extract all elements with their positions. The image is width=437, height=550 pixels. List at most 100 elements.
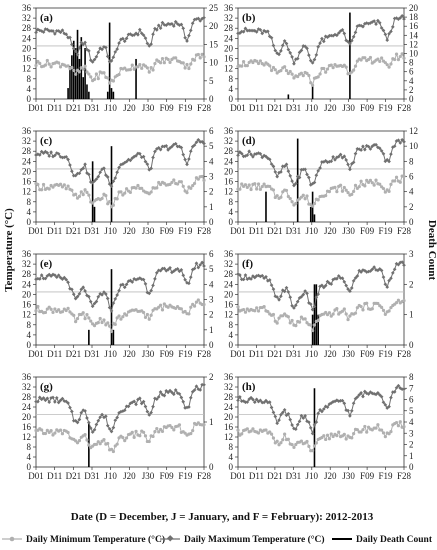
series-min-point <box>243 310 248 314</box>
series-min-point <box>183 431 187 435</box>
series-min-point <box>292 76 296 80</box>
series-min-point <box>123 66 127 70</box>
series-min-point <box>394 52 399 56</box>
x-tick-label: F28 <box>197 103 212 113</box>
series-min-point <box>51 185 55 189</box>
series-max-point <box>346 287 350 291</box>
series-min-point <box>191 429 195 433</box>
series-max-point <box>275 421 280 426</box>
series-max-point <box>329 159 334 164</box>
series-max-point <box>179 22 184 27</box>
y-left-tick-label: 16 <box>224 422 234 432</box>
y-left-tick-label: 24 <box>224 156 234 166</box>
series-max-point <box>90 60 95 64</box>
series-min-point <box>238 187 242 191</box>
series-min-point <box>183 66 187 70</box>
series-max-point <box>258 151 263 156</box>
series-max-point <box>353 151 358 156</box>
series-min-point <box>337 430 341 434</box>
series-min-point <box>344 437 348 441</box>
series-min-point <box>284 188 289 193</box>
series-min-point <box>325 67 330 71</box>
series-max-point <box>342 154 347 159</box>
series-min-point <box>158 61 163 65</box>
series-min-point <box>130 430 134 434</box>
x-tick-label: J20 <box>123 349 136 359</box>
panel-label: (a) <box>40 12 53 24</box>
series-min-point <box>125 313 129 317</box>
series-max-point <box>321 285 326 290</box>
series-max-point <box>113 176 118 180</box>
series-min-point <box>157 430 161 434</box>
series-min-point <box>368 55 373 60</box>
series-min-point <box>286 194 290 199</box>
series-min-point <box>366 180 371 185</box>
series-max-point <box>243 26 248 31</box>
y-right-tick-label: 8 <box>409 156 414 166</box>
series-min-point <box>170 425 174 430</box>
series-min-point <box>275 194 279 198</box>
series-min-point <box>402 56 406 60</box>
series-min-point <box>149 190 153 194</box>
series-max-point <box>51 395 55 400</box>
series-min-point <box>305 71 309 75</box>
series-min-point <box>85 438 89 442</box>
series-min-point <box>43 431 48 436</box>
x-tick-label: F28 <box>197 471 212 481</box>
x-tick-label: J10 <box>104 471 117 481</box>
series-max-point <box>192 143 197 147</box>
y-left-tick-label: 20 <box>22 289 32 299</box>
series-max-point <box>297 175 302 180</box>
series-max-point <box>96 50 101 55</box>
series-max-point <box>348 41 352 46</box>
x-tick-label: D01 <box>230 349 246 359</box>
series-max-point <box>284 162 289 167</box>
series-min-point <box>157 305 161 309</box>
x-tick-label: J20 <box>123 226 136 236</box>
series-max-point <box>83 40 87 45</box>
series-max-point <box>293 181 298 186</box>
series-min-point <box>74 319 78 324</box>
series-min-point <box>255 187 259 191</box>
series-max-point <box>113 50 118 54</box>
series-min-point <box>324 70 328 74</box>
y-left-tick-label: 8 <box>27 74 32 84</box>
plot-frame <box>35 253 205 346</box>
series-max-point <box>390 271 395 275</box>
series-min-point <box>121 315 125 319</box>
series-max-point <box>188 275 193 280</box>
series-max-point <box>187 405 191 409</box>
series-min-point <box>98 316 102 321</box>
series-min-point <box>331 434 335 439</box>
series-min-point <box>372 183 376 187</box>
y-left-tick-label: 20 <box>22 412 32 422</box>
series-min-point <box>108 324 112 328</box>
series-max-point <box>359 391 363 395</box>
series-min-point <box>271 312 276 317</box>
series-min-point <box>162 302 166 306</box>
series-max-point <box>88 299 93 304</box>
y-right-tick-label: 1 <box>209 417 214 427</box>
series-max-point <box>181 399 186 404</box>
series-max-point <box>122 39 127 44</box>
series-max-point <box>149 288 153 293</box>
series-max-point <box>379 149 384 153</box>
x-tick-label: J30 <box>342 349 355 359</box>
series-min-point <box>85 312 89 317</box>
series-max-point <box>387 278 391 283</box>
series-max-point <box>179 145 184 150</box>
series-min-point <box>38 61 42 65</box>
series-max-point <box>109 429 114 434</box>
x-tick-label: D11 <box>47 103 62 113</box>
series-max-point <box>156 145 161 150</box>
series-min-point <box>89 75 93 79</box>
series-max-point <box>192 266 197 271</box>
series-min-point <box>140 186 144 190</box>
y-right-tick-label: 0 <box>409 217 414 227</box>
series-min-point <box>359 179 363 183</box>
series-max-point <box>64 32 69 37</box>
series-min-point <box>62 183 66 187</box>
y-right-tick-label: 0 <box>209 340 214 350</box>
series-min-point <box>393 57 397 62</box>
series-min-point <box>189 62 193 66</box>
